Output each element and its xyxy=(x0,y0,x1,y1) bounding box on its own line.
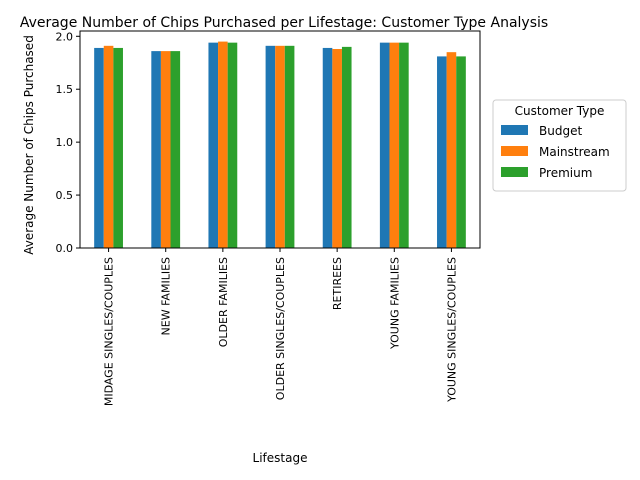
bar-mainstream xyxy=(332,48,342,249)
x-tick-label: MIDAGE SINGLES/COUPLES xyxy=(103,257,116,406)
bar-budget xyxy=(208,42,219,248)
bar-premium xyxy=(227,42,238,248)
legend: Customer Type Budget Mainstream Premium xyxy=(492,99,627,192)
y-tick-label: 0.0 xyxy=(56,242,74,255)
bar-premium xyxy=(456,56,466,248)
x-tick-label: OLDER SINGLES/COUPLES xyxy=(274,257,287,400)
legend-swatch-budget xyxy=(501,125,528,135)
bar-budget xyxy=(94,47,104,248)
x-tick-label: RETIREES xyxy=(331,257,344,310)
bar-mainstream xyxy=(389,42,400,248)
bar-mainstream xyxy=(160,51,171,248)
bar-premium xyxy=(284,45,295,248)
bar-premium xyxy=(113,47,123,248)
bar-budget xyxy=(151,51,161,248)
chart-title: Average Number of Chips Purchased per Li… xyxy=(20,15,548,31)
bar-budget xyxy=(265,45,276,248)
bar-premium xyxy=(170,51,181,248)
x-tick-label: YOUNG SINGLES/COUPLES xyxy=(445,257,458,403)
y-tick-label: 2.0 xyxy=(56,30,74,43)
bar-budget xyxy=(379,42,390,248)
legend-swatch-mainstream xyxy=(501,146,528,156)
x-tick-label: OLDER FAMILIES xyxy=(217,257,230,347)
legend-label-premium: Premium xyxy=(539,166,592,180)
bar-mainstream xyxy=(275,45,285,248)
bar-premium xyxy=(341,46,352,248)
y-tick-label: 0.5 xyxy=(56,189,74,202)
x-tick-label: YOUNG FAMILIES xyxy=(388,257,401,350)
bar-premium xyxy=(399,42,409,248)
plot-area: 0.0 0.5 1.0 1.5 2.0 MIDAGE SINGLES/COUPLES NEW… xyxy=(56,30,481,406)
legend-label-mainstream: Mainstream xyxy=(539,145,610,159)
legend-label-budget: Budget xyxy=(539,124,582,138)
y-tick-label: 1.5 xyxy=(56,83,74,96)
bar-mainstream xyxy=(103,45,114,248)
bar-budget xyxy=(437,56,447,248)
x-axis-label: Lifestage xyxy=(253,451,308,465)
axes-frame xyxy=(79,30,481,249)
x-tick-label: NEW FAMILIES xyxy=(160,257,173,335)
legend-title: Customer Type xyxy=(515,104,605,118)
legend-swatch-premium xyxy=(501,167,528,177)
y-tick-label: 1.0 xyxy=(56,136,74,149)
y-axis-label: Average Number of Chips Purchased xyxy=(22,35,36,255)
bar-mainstream xyxy=(218,41,228,249)
bar-budget xyxy=(322,47,333,248)
bar-mainstream xyxy=(446,52,457,248)
